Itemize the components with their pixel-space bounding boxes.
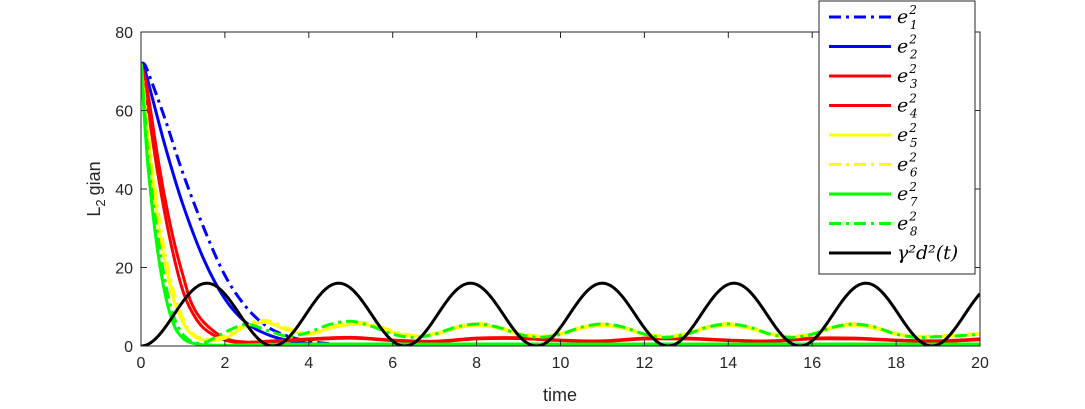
- legend-label-4: e2 4: [897, 92, 918, 121]
- y-tick-label: 20: [115, 261, 133, 278]
- y-axis-label-sub: 2: [93, 199, 108, 206]
- x-tick-label: 2: [220, 355, 229, 372]
- x-axis-label: time: [543, 385, 577, 405]
- x-tick-label: 14: [719, 355, 737, 372]
- x-tick-label: 0: [137, 355, 146, 372]
- x-tick-label: 16: [803, 355, 821, 372]
- legend-label-3: e2 3: [897, 62, 918, 91]
- legend-label-7: e2 7: [897, 180, 918, 209]
- y-axis-label-text: gian: [84, 161, 104, 195]
- legend-label-1: e2 1: [897, 3, 918, 32]
- legend: e2 1e2 2e2 3e2 4e2 5e2 6e2 7e2 8 γ²d²(t): [818, 0, 976, 275]
- y-axis-label: L2 gian: [84, 161, 108, 216]
- legend-items: e2 1e2 2e2 3e2 4e2 5e2 6e2 7e2 8 γ²d²(t): [829, 3, 958, 264]
- ticks-layer: 0 2 4 6 8 10 12 14 16 18 20 0 20 40 60 80: [115, 25, 989, 372]
- legend-label-2: e2 2: [897, 33, 918, 62]
- x-tick-label: 10: [552, 355, 570, 372]
- y-axis-label-prefix: L: [84, 207, 104, 217]
- x-tick-label: 8: [472, 355, 481, 372]
- x-tick-label: 4: [304, 355, 313, 372]
- y-tick-label: 80: [115, 25, 133, 42]
- legend-label-5: e2 5: [897, 121, 918, 150]
- x-tick-label: 20: [971, 355, 989, 372]
- series-line-9: [141, 281, 980, 346]
- y-tick-label: 0: [124, 339, 133, 356]
- y-tick-label: 40: [115, 182, 133, 199]
- x-tick-label: 12: [636, 355, 654, 372]
- legend-label-9: γ²d²(t): [897, 242, 958, 264]
- svg-text:L2gian: L2 gian: [84, 161, 108, 216]
- legend-label-6: e2 6: [897, 151, 918, 180]
- legend-label-8: e2 8: [897, 210, 918, 239]
- x-tick-label: 6: [388, 355, 397, 372]
- x-tick-label: 18: [887, 355, 905, 372]
- series-line-7: [141, 63, 980, 346]
- y-tick-label: 60: [115, 104, 133, 121]
